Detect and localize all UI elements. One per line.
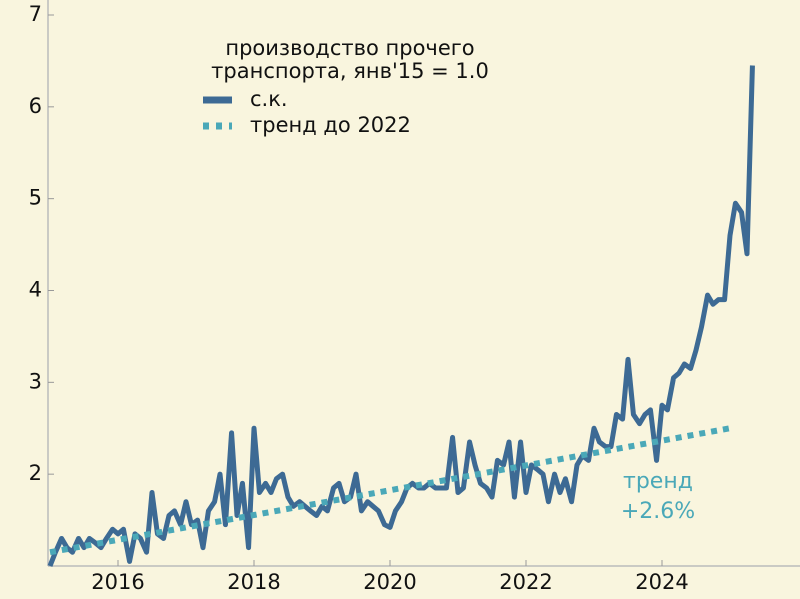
y-tick-label: 6	[29, 94, 42, 118]
legend-title: производство прочего	[225, 36, 474, 60]
y-tick-label: 4	[29, 278, 42, 302]
legend-label: тренд до 2022	[250, 113, 411, 137]
x-tick-label: 2020	[363, 570, 416, 594]
annotation: тренд	[623, 469, 693, 494]
x-tick-label: 2016	[91, 570, 144, 594]
y-tick-label: 3	[29, 369, 42, 393]
series-line	[47, 65, 755, 567]
legend-label: с.к.	[250, 87, 288, 111]
x-tick-label: 2024	[635, 570, 688, 594]
y-tick-label: 5	[29, 186, 42, 210]
legend-title: транспорта, янв'15 = 1.0	[211, 59, 489, 83]
annotation: +2.6%	[621, 499, 695, 524]
y-tick-label: 7	[29, 2, 42, 26]
y-tick-label: 2	[29, 461, 42, 485]
x-tick-label: 2022	[499, 570, 552, 594]
x-tick-label: 2018	[227, 570, 280, 594]
series-line	[49, 425, 731, 556]
